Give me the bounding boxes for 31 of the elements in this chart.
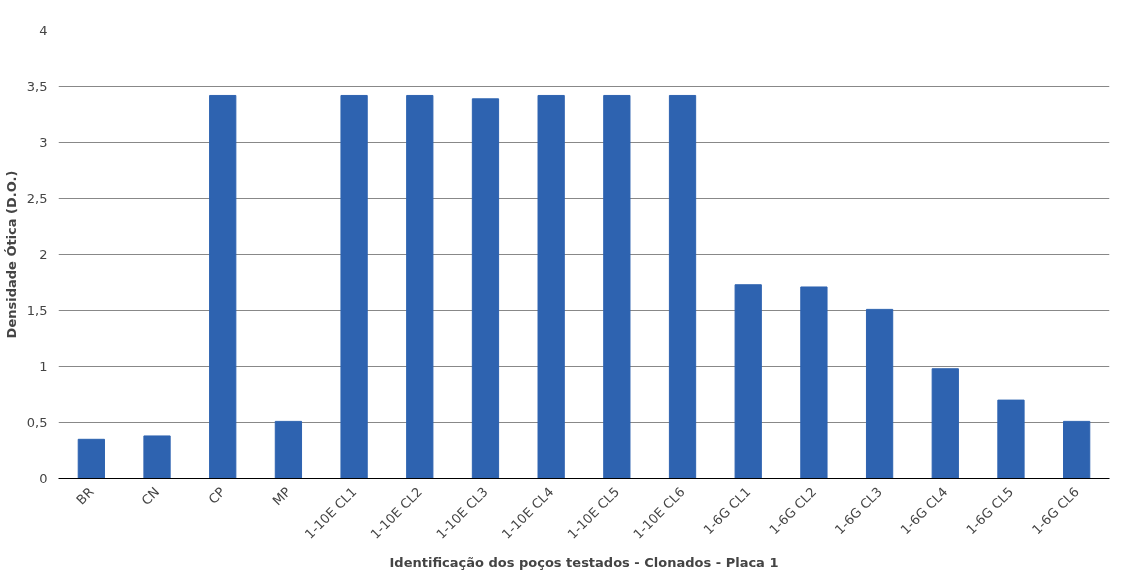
bar: [209, 94, 237, 479]
bar: [340, 94, 368, 479]
bar: [734, 284, 762, 479]
bar: [1063, 420, 1091, 479]
x-tick-label: CN: [138, 484, 163, 509]
y-tick-label: 1: [39, 359, 48, 374]
y-tick-label: 4: [39, 23, 48, 38]
bar: [274, 420, 303, 479]
bar: [800, 286, 828, 479]
bar: [668, 94, 697, 479]
x-axis-title: Identificação dos poços testados - Clonados - Placa 1: [389, 555, 779, 571]
bar: [406, 94, 434, 479]
y-axis-title: Densidade Ótica (D.O.): [3, 170, 19, 339]
bar: [537, 94, 565, 479]
y-tick-label: 2,5: [26, 191, 48, 206]
bar: [603, 94, 631, 479]
bar: [143, 435, 171, 479]
y-tick-label: 3: [39, 135, 48, 150]
bar: [997, 399, 1025, 479]
x-tick-label: BR: [73, 484, 97, 508]
x-tick-label: MP: [269, 484, 294, 509]
y-tick-label: 2: [39, 247, 48, 262]
bar: [865, 308, 894, 479]
y-tick-label: 0: [39, 471, 48, 486]
bar: [77, 438, 105, 479]
x-tick-label: CP: [205, 484, 229, 507]
bar: [931, 368, 959, 479]
y-tick-label: 1,5: [26, 303, 48, 318]
y-tick-label: 0,5: [26, 415, 48, 430]
bar: [471, 98, 500, 479]
y-tick-label: 3,5: [26, 79, 48, 94]
